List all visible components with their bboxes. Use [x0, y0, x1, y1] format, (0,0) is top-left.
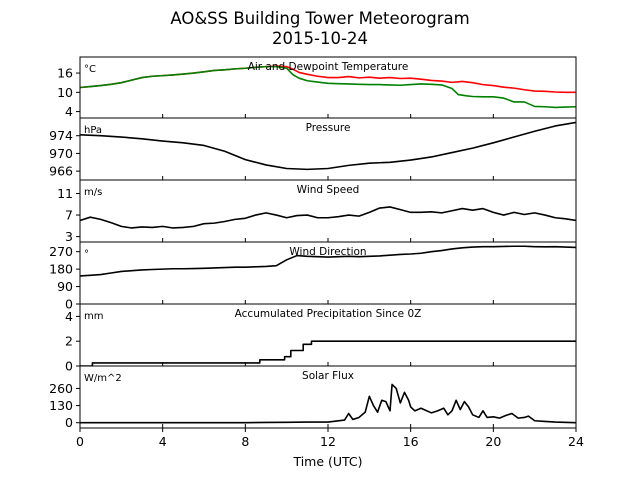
panel-2: 3 7 11 m/s Wind Speed: [57, 179, 577, 244]
panel-3-title: Wind Direction: [289, 246, 366, 258]
panel-5-unit: W/m^2: [84, 373, 122, 384]
panel-3-ytick-label-3: 270: [49, 244, 73, 259]
x-axis: 0 4 8 12 16 20 24: [76, 428, 584, 449]
xtick-label-5: 20: [485, 434, 501, 449]
panel-4-unit: mm: [84, 311, 103, 322]
panel-1-ytick-label-2: 974: [49, 128, 73, 143]
panel-5-ytick-label-0: 0: [65, 415, 73, 430]
panel-0-ytick-label-0: 4: [65, 104, 73, 119]
xtick-label-4: 16: [403, 434, 419, 449]
panel-3-unit: °: [84, 249, 89, 260]
panel-4-ytick-label-0: 0: [65, 359, 73, 374]
panel-2-ytick-label-1: 7: [65, 208, 73, 223]
panel-0-unit: °C: [84, 64, 96, 75]
panel-1-title: Pressure: [306, 122, 351, 134]
figure-title: AO&SS Building Tower Meteorogram: [170, 9, 469, 28]
panel-3-ytick-label-2: 180: [49, 262, 73, 277]
panel-1-series-0-line: [80, 121, 576, 171]
panel-4-series-0-line: [80, 340, 576, 366]
xtick-label-1: 4: [159, 434, 167, 449]
panel-0: 4 10 16 °C Air and Dewpoint Temperature: [57, 56, 577, 119]
xtick-label-0: 0: [76, 434, 84, 449]
panel-5-ytick-label-2: 260: [49, 381, 73, 396]
panel-5-ytick-label-1: 130: [49, 398, 73, 413]
panel-5: 0 130 260 W/m^2 Solar Flux: [49, 365, 577, 430]
panel-3-ytick-label-0: 0: [65, 297, 73, 312]
panel-2-ytick-label-0: 3: [65, 229, 73, 244]
panel-4-ytick-label-2: 4: [65, 309, 73, 324]
panel-2-ytick-label-2: 11: [57, 186, 73, 201]
panel-4-title: Accumulated Precipitation Since 0Z: [235, 308, 422, 320]
panel-0-ytick-label-1: 10: [57, 85, 73, 100]
panel-0-title: Air and Dewpoint Temperature: [248, 61, 409, 73]
panel-1-ytick-label-0: 966: [49, 164, 73, 179]
panel-4: 0 2 4 mm Accumulated Precipitation Since 0Z: [65, 303, 577, 374]
panel-5-title: Solar Flux: [302, 370, 354, 382]
panel-5-series-0-line: [80, 383, 576, 424]
panel-1-ytick-label-1: 970: [49, 146, 73, 161]
panel-3: 0 90 180 270 ° Wind Direction: [49, 241, 577, 312]
xtick-label-6: 24: [568, 434, 584, 449]
panel-0-ytick-label-2: 16: [57, 66, 73, 81]
panel-3-series-0-line: [80, 245, 576, 277]
panel-0-series-1-line: [80, 65, 576, 109]
panels: 4 10 16 °C Air and Dewpoint Temperature 966 97…: [49, 56, 577, 430]
x-axis-label: Time (UTC): [292, 454, 362, 469]
panel-2-series-0-line: [80, 206, 576, 229]
panel-3-ytick-label-1: 90: [57, 279, 73, 294]
xtick-label-2: 8: [241, 434, 249, 449]
xtick-label-3: 12: [320, 434, 336, 449]
panel-1-unit: hPa: [84, 125, 102, 136]
panel-4-ytick-label-1: 2: [65, 334, 73, 349]
figure-date: 2015-10-24: [272, 29, 368, 48]
panel-1: 966 970 974 hPa Pressure: [49, 117, 577, 181]
panel-2-unit: m/s: [84, 187, 102, 198]
panel-2-title: Wind Speed: [297, 184, 360, 196]
